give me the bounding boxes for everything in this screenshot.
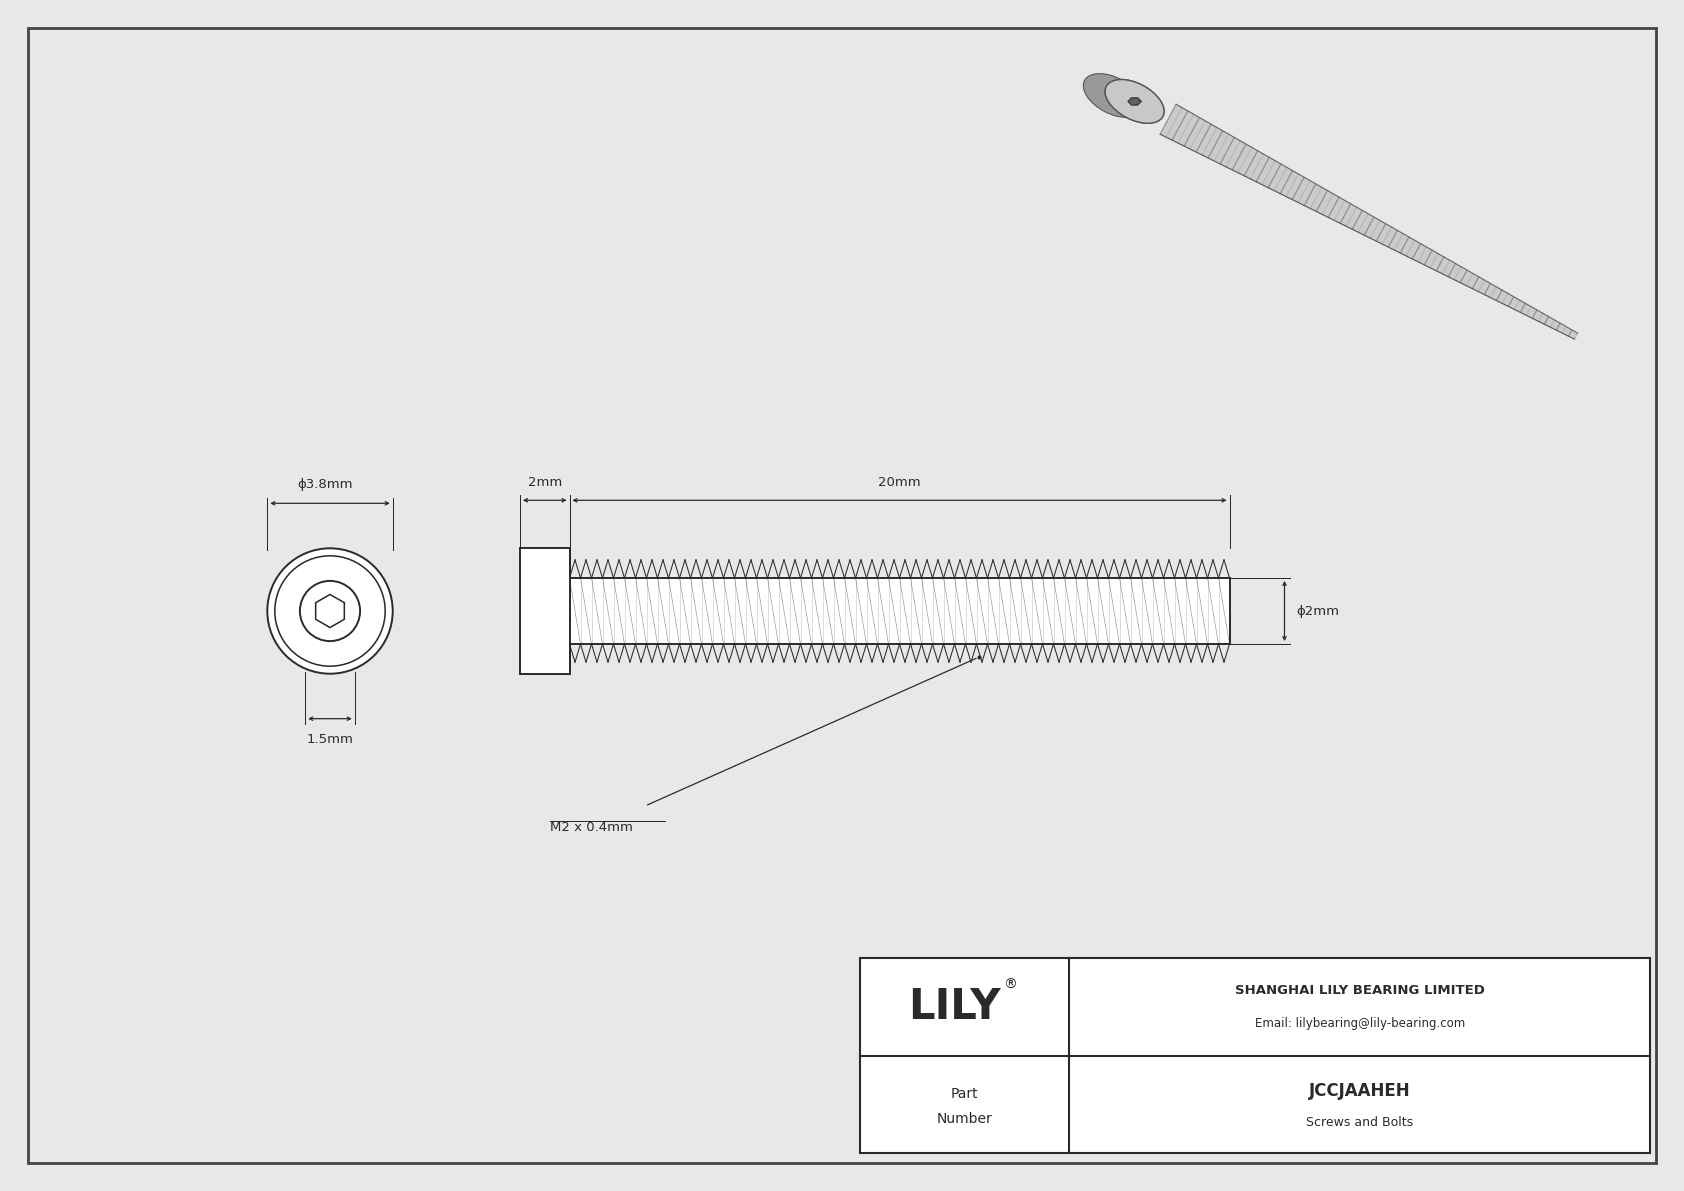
Bar [520,548,569,674]
Text: JCCJAAHEH: JCCJAAHEH [1308,1083,1411,1100]
Text: 2mm: 2mm [527,476,562,490]
Ellipse shape [300,581,360,641]
Text: ®: ® [1002,978,1017,992]
Text: LILY: LILY [908,986,1000,1028]
Text: Number: Number [936,1112,992,1127]
Polygon shape [1160,105,1578,339]
Text: 20mm: 20mm [877,476,921,490]
Bar [861,958,1650,1153]
Bar [569,578,1229,644]
Text: SHANGHAI LILY BEARING LIMITED: SHANGHAI LILY BEARING LIMITED [1234,984,1485,997]
Text: M2 x 0.4mm: M2 x 0.4mm [551,821,633,834]
Ellipse shape [1105,80,1164,124]
Text: ϕ2mm: ϕ2mm [1297,605,1339,617]
Text: Screws and Bolts: Screws and Bolts [1307,1116,1413,1129]
Text: ϕ3.8mm: ϕ3.8mm [298,479,352,492]
Text: Email: lilybearing@lily-bearing.com: Email: lilybearing@lily-bearing.com [1255,1017,1465,1030]
Ellipse shape [1083,74,1142,118]
Polygon shape [1128,98,1142,105]
Text: 1.5mm: 1.5mm [306,732,354,746]
Ellipse shape [1105,80,1164,124]
Text: Part: Part [951,1087,978,1102]
Ellipse shape [268,548,392,674]
